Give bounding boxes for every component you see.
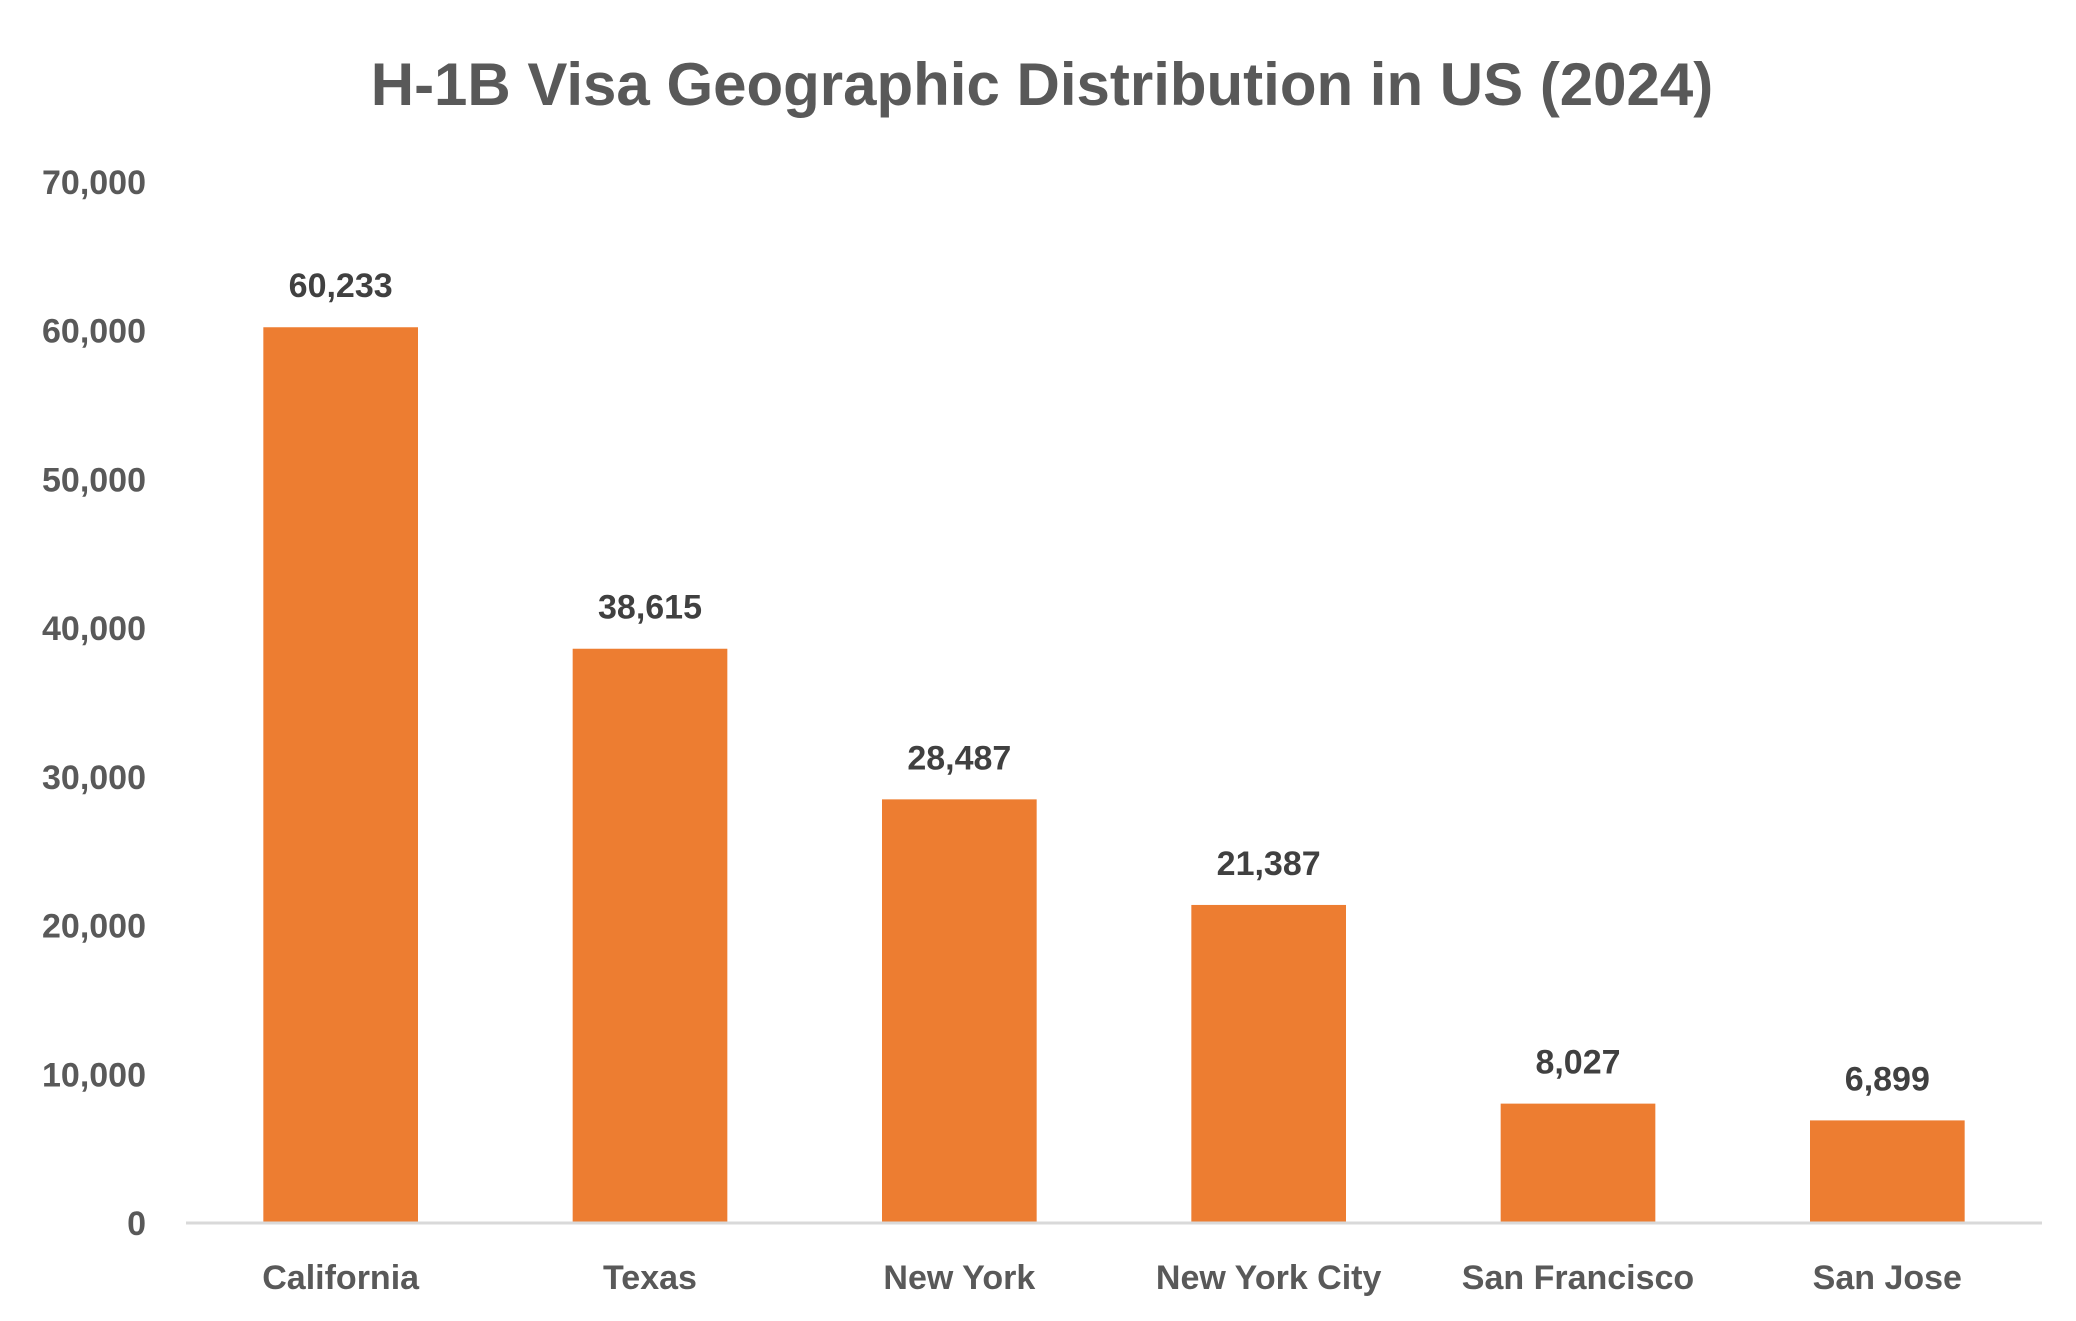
- data-label: 38,615: [598, 589, 702, 627]
- x-category-label: California: [262, 1259, 420, 1297]
- x-axis-category-labels: California Texas New York New York City San …: [262, 1259, 1962, 1297]
- y-tick-label: 0: [127, 1205, 146, 1243]
- data-label: 6,899: [1845, 1060, 1930, 1098]
- data-label: 21,387: [1217, 845, 1321, 883]
- data-labels: 60,233 38,615 28,487 21,387 8,027 6,899: [289, 267, 1930, 1098]
- bar: [1500, 1103, 1656, 1223]
- bar-series: [263, 327, 1965, 1223]
- bar: [1191, 904, 1346, 1223]
- data-label: 28,487: [907, 739, 1011, 777]
- x-category-label: San Francisco: [1462, 1259, 1694, 1297]
- y-tick-label: 10,000: [42, 1056, 146, 1094]
- bar: [882, 799, 1037, 1223]
- y-axis-tick-labels: 0 10,000 20,000 30,000 40,000 50,000 60,000 70,…: [42, 164, 146, 1243]
- data-label: 8,027: [1535, 1044, 1620, 1082]
- x-category-label: New York: [883, 1259, 1035, 1297]
- bar: [263, 327, 418, 1223]
- y-tick-label: 20,000: [42, 908, 146, 946]
- chart-title: H-1B Visa Geographic Distribution in US …: [371, 51, 1714, 118]
- y-tick-label: 50,000: [42, 461, 146, 499]
- bar: [572, 648, 728, 1223]
- x-category-label: San Jose: [1813, 1259, 1962, 1297]
- bar: [1810, 1120, 1965, 1223]
- x-category-label: Texas: [603, 1259, 697, 1297]
- y-tick-label: 70,000: [42, 164, 146, 202]
- x-category-label: New York City: [1156, 1259, 1382, 1297]
- y-tick-label: 40,000: [42, 610, 146, 648]
- y-tick-label: 30,000: [42, 759, 146, 797]
- data-label: 60,233: [289, 267, 393, 305]
- y-tick-label: 60,000: [42, 313, 146, 351]
